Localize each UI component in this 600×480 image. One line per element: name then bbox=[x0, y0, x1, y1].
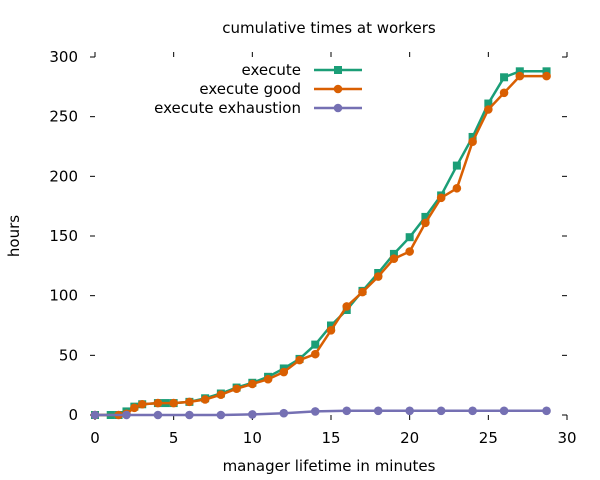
data-point bbox=[405, 406, 414, 416]
data-point bbox=[515, 71, 525, 81]
data-point bbox=[263, 374, 273, 384]
data-point bbox=[373, 272, 383, 281]
data-point bbox=[185, 397, 194, 407]
y-tick-label: 200 bbox=[49, 167, 78, 185]
data-point bbox=[436, 193, 446, 203]
data-point bbox=[153, 410, 163, 420]
data-point bbox=[421, 218, 430, 228]
data-point bbox=[169, 398, 178, 408]
data-point bbox=[342, 302, 352, 311]
data-point bbox=[389, 254, 399, 263]
series-execute-good bbox=[90, 71, 551, 420]
data-point bbox=[468, 406, 477, 416]
data-point bbox=[342, 406, 352, 416]
data-point bbox=[542, 71, 551, 81]
data-point bbox=[310, 407, 320, 416]
data-point bbox=[452, 183, 462, 193]
data-point bbox=[452, 161, 461, 170]
legend-marker bbox=[333, 84, 343, 94]
data-point bbox=[279, 408, 289, 418]
data-point bbox=[327, 321, 335, 330]
data-point bbox=[90, 410, 100, 420]
x-tick-label: 15 bbox=[321, 429, 340, 447]
series-execute-exhaustion bbox=[90, 406, 551, 420]
x-axis-label: manager lifetime in minutes bbox=[223, 457, 436, 475]
data-point bbox=[405, 247, 414, 256]
data-point bbox=[389, 249, 398, 258]
data-point bbox=[311, 340, 320, 349]
data-point bbox=[153, 398, 163, 408]
data-point bbox=[295, 355, 304, 365]
data-point bbox=[185, 410, 194, 420]
data-point bbox=[216, 390, 226, 400]
legend-label: execute bbox=[242, 61, 301, 79]
series-line-execute bbox=[95, 70, 547, 417]
data-point bbox=[200, 395, 210, 404]
data-point bbox=[468, 137, 477, 147]
data-point bbox=[326, 325, 336, 335]
data-point bbox=[499, 88, 509, 98]
x-tick-label: 25 bbox=[479, 429, 498, 447]
chart-title: cumulative times at workers bbox=[222, 19, 436, 37]
series-layer bbox=[90, 67, 551, 420]
series-execute bbox=[91, 67, 551, 419]
data-point bbox=[484, 105, 493, 114]
data-point bbox=[542, 67, 551, 76]
y-tick-label: 150 bbox=[49, 227, 78, 245]
x-tick-label: 10 bbox=[243, 429, 262, 447]
axes: 0 50 100 150 200 250 300 0 5 10 15 20 25 30 bbox=[49, 48, 576, 447]
data-point bbox=[216, 410, 226, 420]
data-point bbox=[130, 403, 139, 413]
legend-entry: execute bbox=[242, 61, 362, 79]
y-axis-label: hours bbox=[5, 215, 23, 257]
x-tick-label: 5 bbox=[169, 429, 179, 447]
data-point bbox=[421, 212, 430, 221]
data-point bbox=[405, 233, 414, 242]
x-tick-label: 0 bbox=[90, 429, 100, 447]
x-tick-label: 20 bbox=[400, 429, 419, 447]
data-point bbox=[248, 410, 257, 419]
data-point bbox=[373, 406, 383, 416]
legend-label: execute exhaustion bbox=[154, 99, 301, 117]
y-tick-label: 300 bbox=[49, 48, 78, 66]
data-point bbox=[542, 406, 551, 416]
data-point bbox=[484, 99, 493, 108]
data-point bbox=[279, 367, 289, 377]
data-point bbox=[122, 410, 131, 420]
legend-entry: execute good bbox=[199, 80, 362, 98]
y-tick-label: 0 bbox=[68, 406, 78, 424]
series-line-execute-good bbox=[95, 74, 547, 417]
y-tick-label: 250 bbox=[49, 108, 78, 126]
data-point bbox=[248, 379, 257, 389]
data-point bbox=[310, 349, 320, 359]
y-tick-label: 50 bbox=[59, 346, 78, 364]
x-tick-label: 30 bbox=[557, 429, 576, 447]
legend-marker bbox=[333, 103, 343, 113]
data-point bbox=[499, 406, 509, 416]
data-point bbox=[232, 384, 241, 394]
legend-marker bbox=[334, 66, 342, 74]
data-point bbox=[500, 73, 509, 82]
data-point bbox=[436, 406, 446, 416]
series-line-execute-exhaustion bbox=[95, 409, 547, 417]
y-tick-label: 100 bbox=[49, 287, 78, 305]
data-point bbox=[358, 287, 367, 297]
legend-entry: execute exhaustion bbox=[154, 99, 362, 117]
data-point bbox=[468, 132, 477, 141]
data-point bbox=[515, 67, 524, 76]
legend-label: execute good bbox=[199, 80, 301, 98]
data-point bbox=[137, 399, 147, 409]
